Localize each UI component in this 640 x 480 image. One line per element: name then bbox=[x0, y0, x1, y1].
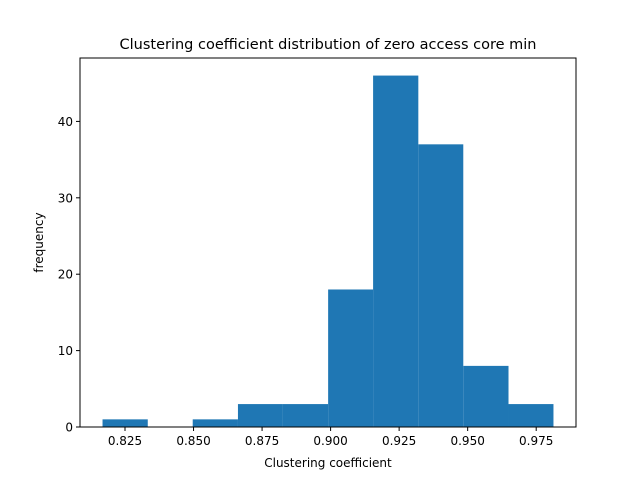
x-tick-label: 0.900 bbox=[313, 434, 347, 448]
x-axis-ticks: 0.825 0.850 0.875 0.900 0.925 0.950 0.975 bbox=[108, 427, 553, 448]
x-tick-label: 0.850 bbox=[176, 434, 210, 448]
histogram-bar bbox=[418, 144, 464, 427]
x-axis-label: Clustering coefficient bbox=[264, 456, 392, 470]
y-tick-label: 20 bbox=[58, 268, 73, 282]
histogram-bar bbox=[508, 404, 554, 427]
y-tick-label: 40 bbox=[58, 115, 73, 129]
histogram-bar bbox=[373, 75, 419, 428]
bars-group bbox=[102, 75, 554, 428]
x-tick-label: 0.975 bbox=[519, 434, 553, 448]
y-axis-ticks: 0 10 20 30 40 bbox=[58, 115, 80, 435]
x-tick-label: 0.950 bbox=[450, 434, 484, 448]
x-tick-label: 0.925 bbox=[382, 434, 416, 448]
histogram-bar bbox=[237, 404, 283, 427]
histogram-bar bbox=[282, 404, 329, 427]
histogram-bar bbox=[102, 419, 148, 427]
chart-title: Clustering coefficient distribution of z… bbox=[120, 37, 537, 53]
histogram-bar bbox=[328, 289, 374, 427]
y-tick-label: 10 bbox=[58, 344, 73, 358]
y-tick-label: 0 bbox=[65, 421, 73, 435]
y-axis-label: frequency bbox=[32, 212, 46, 272]
histogram-bar bbox=[463, 365, 509, 427]
plot-frame bbox=[79, 57, 577, 428]
y-tick-label: 30 bbox=[58, 191, 73, 205]
histogram-bar bbox=[192, 419, 238, 427]
x-tick-label: 0.875 bbox=[245, 434, 279, 448]
x-tick-label: 0.825 bbox=[108, 434, 142, 448]
